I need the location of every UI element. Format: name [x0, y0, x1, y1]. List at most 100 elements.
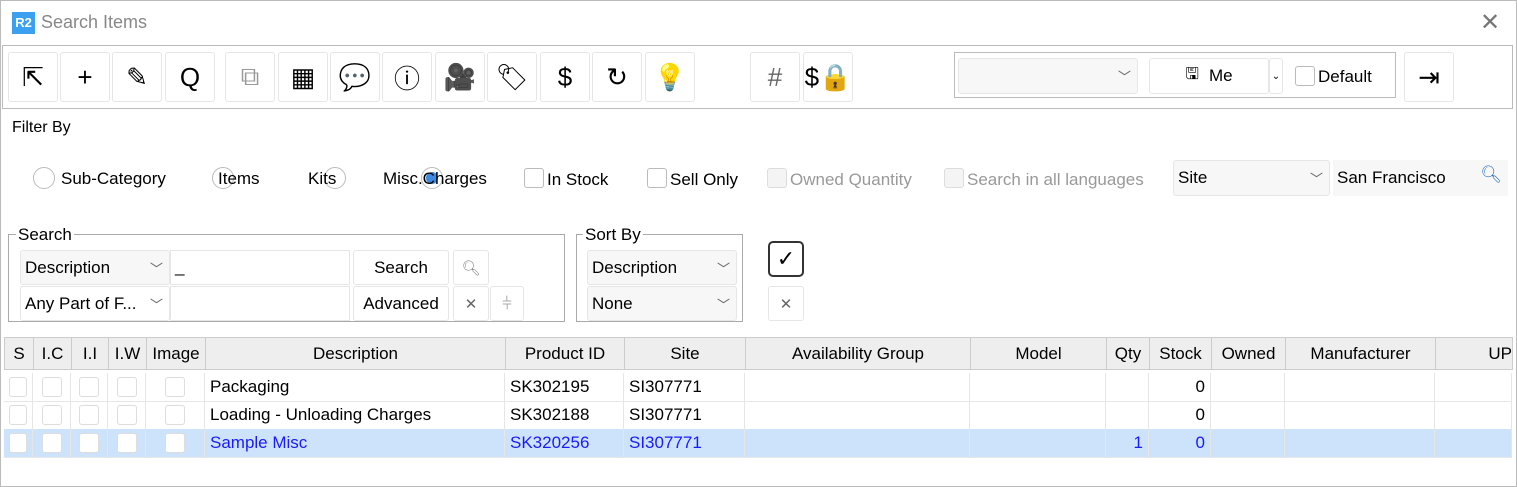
- close-icon[interactable]: ✕: [1480, 9, 1501, 36]
- sort-field-select[interactable]: Description ﹀: [587, 250, 737, 285]
- toolbar-button-add[interactable]: +: [60, 52, 110, 102]
- row-checkbox[interactable]: [9, 377, 27, 397]
- default-checkbox[interactable]: [1295, 66, 1315, 86]
- row-checkbox-cell[interactable]: [146, 429, 205, 458]
- column-header-i-i[interactable]: I.I: [71, 337, 109, 370]
- profile-select[interactable]: ﹀: [958, 58, 1138, 94]
- search-button[interactable]: Search: [353, 250, 449, 285]
- radio-sub-category[interactable]: [33, 167, 55, 189]
- column-header-image[interactable]: Image: [146, 337, 206, 370]
- row-checkbox[interactable]: [79, 433, 99, 453]
- toolbar-button-grid-view[interactable]: ▦: [278, 52, 328, 102]
- row-checkbox-cell[interactable]: [33, 429, 71, 458]
- row-checkbox[interactable]: [165, 405, 185, 425]
- column-split-button[interactable]: ⫩: [490, 286, 524, 321]
- row-checkbox-cell[interactable]: [108, 401, 146, 430]
- row-checkbox-cell[interactable]: [108, 373, 146, 402]
- row-checkbox[interactable]: [165, 377, 185, 397]
- search-input-2[interactable]: [170, 286, 350, 321]
- close-icon: ✕: [779, 295, 793, 313]
- row-checkbox-cell[interactable]: [146, 373, 205, 402]
- column-header-product-id[interactable]: Product ID: [505, 337, 625, 370]
- search-input[interactable]: _: [170, 250, 350, 285]
- row-checkbox-cell[interactable]: [71, 373, 108, 402]
- advanced-button[interactable]: Advanced: [353, 286, 449, 321]
- cell-site: SI307771: [624, 401, 745, 430]
- location-type-select[interactable]: Site ﹀: [1173, 160, 1330, 196]
- apply-button[interactable]: ✓: [768, 241, 804, 277]
- column-header-availability-group[interactable]: Availability Group: [745, 337, 971, 370]
- cancel-button[interactable]: ✕: [768, 286, 804, 321]
- toolbar-button-hash[interactable]: #: [750, 52, 800, 102]
- column-header-qty[interactable]: Qty: [1106, 337, 1150, 370]
- checkbox-in-stock[interactable]: [524, 168, 544, 188]
- sort-group: [576, 234, 743, 322]
- cell-product-id: SK302195: [505, 373, 624, 402]
- row-checkbox-cell[interactable]: [146, 401, 205, 430]
- toolbar-button-comment[interactable]: 💬: [330, 52, 380, 102]
- checkbox-owned-quantity[interactable]: [767, 168, 787, 188]
- match-type-select[interactable]: Any Part of F... ﹀: [20, 286, 170, 321]
- location-input[interactable]: San Francisco 🔍︎: [1333, 160, 1508, 196]
- sort-order-select[interactable]: None ﹀: [587, 286, 737, 321]
- column-header-i-w[interactable]: I.W: [108, 337, 147, 370]
- row-checkbox-cell[interactable]: [4, 373, 33, 402]
- row-checkbox[interactable]: [41, 433, 62, 453]
- save-profile-button[interactable]: 🖫 Me: [1149, 58, 1269, 94]
- clear-search-button[interactable]: ✕: [453, 286, 489, 321]
- row-checkbox[interactable]: [41, 405, 62, 425]
- column-header-owned[interactable]: Owned: [1211, 337, 1286, 370]
- toolbar-button-price-tag[interactable]: 🏷: [487, 52, 537, 102]
- toolbar-button-lightbulb[interactable]: 💡: [645, 52, 695, 102]
- toolbar-button-price-lock[interactable]: $🔒: [803, 52, 853, 102]
- search-field-select[interactable]: Description ﹀: [20, 250, 170, 285]
- row-checkbox[interactable]: [165, 433, 185, 453]
- row-checkbox[interactable]: [79, 405, 99, 425]
- column-header-stock[interactable]: Stock: [1149, 337, 1212, 370]
- row-checkbox[interactable]: [9, 405, 27, 425]
- toolbar-button-refresh-document[interactable]: ↻: [592, 52, 642, 102]
- exit-button[interactable]: ⇥: [1404, 52, 1454, 102]
- column-header-s[interactable]: S: [4, 337, 34, 370]
- toolbar-button-preview-search[interactable]: ⧉: [225, 52, 275, 102]
- toolbar-button-video-camera[interactable]: 🎥: [435, 52, 485, 102]
- search-icon: 🔍︎: [461, 259, 481, 277]
- row-checkbox-cell[interactable]: [71, 401, 108, 430]
- toolbar-button-search[interactable]: Q: [165, 52, 215, 102]
- toolbar-button-info[interactable]: ⓘ: [382, 52, 432, 102]
- column-header-i-c[interactable]: I.C: [33, 337, 72, 370]
- row-checkbox-cell[interactable]: [33, 373, 71, 402]
- match-type-value: Any Part of F...: [25, 293, 137, 313]
- column-header-description[interactable]: Description: [205, 337, 506, 370]
- checkbox-sell-only[interactable]: [647, 168, 667, 188]
- row-checkbox[interactable]: [116, 405, 137, 425]
- row-checkbox-cell[interactable]: [108, 429, 146, 458]
- row-checkbox-cell[interactable]: [4, 429, 33, 458]
- toolbar-button-edit-pencil[interactable]: ✎: [112, 52, 162, 102]
- row-checkbox-cell[interactable]: [33, 401, 71, 430]
- save-icon: 🖫: [1185, 65, 1199, 83]
- column-header-up[interactable]: UP: [1435, 337, 1513, 370]
- row-checkbox-cell[interactable]: [71, 429, 108, 458]
- row-checkbox[interactable]: [9, 433, 27, 453]
- radio-kits[interactable]: [324, 167, 346, 189]
- toolbar-button-select[interactable]: ⇱: [8, 52, 58, 102]
- row-checkbox[interactable]: [79, 377, 99, 397]
- radio-items[interactable]: [212, 167, 234, 189]
- quick-search-button[interactable]: 🔍︎: [453, 250, 489, 285]
- column-header-model[interactable]: Model: [970, 337, 1107, 370]
- row-checkbox[interactable]: [116, 377, 137, 397]
- toolbar-button-shopping-bag-dollar[interactable]: $: [540, 52, 590, 102]
- checkbox-search-in-all-languages[interactable]: [944, 168, 964, 188]
- cell-up: [1435, 401, 1512, 430]
- radio-misc-charges[interactable]: [421, 167, 443, 189]
- column-header-manufacturer[interactable]: Manufacturer: [1285, 337, 1436, 370]
- column-header-site[interactable]: Site: [624, 337, 746, 370]
- profile-dropdown-button[interactable]: ⌄: [1269, 58, 1283, 94]
- row-checkbox[interactable]: [116, 433, 137, 453]
- cell-product-id: SK302188: [505, 401, 624, 430]
- row-checkbox[interactable]: [41, 377, 62, 397]
- row-checkbox-cell[interactable]: [4, 401, 33, 430]
- location-search-icon[interactable]: 🔍︎: [1480, 165, 1502, 184]
- chevron-down-icon: ﹀: [1309, 171, 1323, 187]
